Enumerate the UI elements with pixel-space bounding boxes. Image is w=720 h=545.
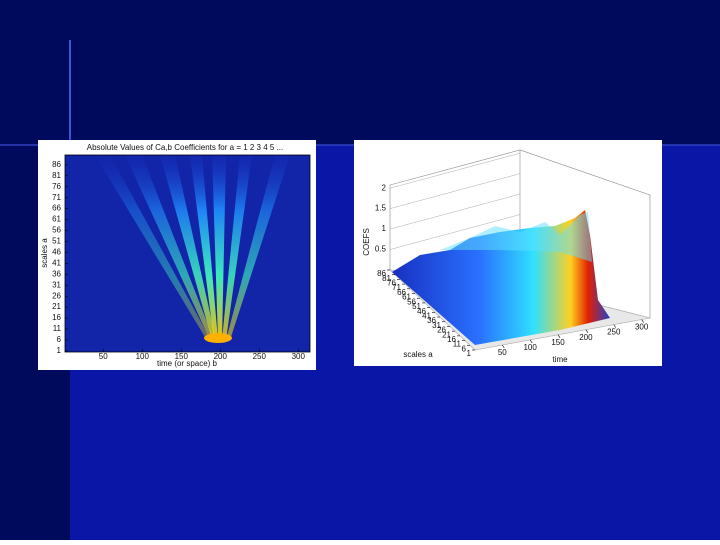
x-tick (585, 329, 589, 333)
y-tick-label: 56 (407, 297, 416, 306)
x-tick (613, 324, 617, 328)
y-tick-label: 61 (52, 215, 61, 224)
y-tick-label: 21 (442, 330, 451, 339)
x-tick-label: 200 (214, 352, 228, 361)
z-tick-label: 1.5 (375, 204, 387, 213)
y-tick-label: 41 (422, 311, 431, 320)
y-tick-label: 11 (53, 324, 62, 333)
y-tick-label: 16 (447, 335, 456, 344)
y-tick-label: 66 (52, 204, 61, 213)
y-tick-label: 56 (52, 226, 61, 235)
x-tick-label: 150 (551, 338, 565, 347)
y-tick-label: 76 (52, 182, 61, 191)
x-tick-label: 250 (607, 328, 621, 337)
y-tick-label: 71 (52, 193, 61, 202)
x-axis-label: time (552, 355, 568, 364)
surface-plot (392, 210, 610, 345)
y-tick-label: 31 (432, 321, 441, 330)
y-tick-label: 1 (467, 349, 472, 358)
x-tick-label: 200 (579, 333, 593, 342)
y-tick-label: 41 (52, 258, 61, 267)
y-tick-label: 71 (392, 283, 401, 292)
y-tick-label: 6 (57, 335, 62, 344)
y-tick-label: 36 (52, 269, 61, 278)
y-tick-label: 46 (417, 307, 426, 316)
y-tick-label: 81 (52, 171, 61, 180)
z-tick-label: 1 (382, 224, 387, 233)
x-tick (529, 339, 533, 344)
y-tick-label: 6 (462, 344, 467, 353)
y-tick-label: 21 (52, 302, 61, 311)
x-axis-label: time (or space) b (157, 359, 218, 368)
y-axis-label: scales a (403, 350, 433, 359)
y-tick-label: 16 (52, 313, 61, 322)
y-tick-label: 66 (397, 288, 406, 297)
grid-line (389, 173, 521, 209)
x-tick (557, 334, 561, 338)
x-tick-label: 250 (253, 352, 267, 361)
y-tick-label: 46 (52, 248, 61, 257)
plot-title: Absolute Values of Ca,b Coefficients for… (87, 143, 284, 152)
y-tick-label: 26 (52, 291, 61, 300)
z-axis-label: COEFS (362, 228, 371, 256)
grid-line (389, 193, 521, 230)
grid-line (389, 152, 521, 189)
x-tick-label: 300 (292, 352, 306, 361)
y-tick-label: 51 (52, 237, 61, 246)
x-tick-label: 150 (175, 352, 189, 361)
x-tick (502, 344, 505, 349)
x-tick-label: 50 (99, 352, 108, 361)
y-tick-label: 31 (52, 280, 61, 289)
scalogram (95, 155, 290, 343)
y-tick-label: 51 (412, 302, 421, 311)
plot-frame (64, 154, 311, 353)
grid-line (389, 214, 521, 250)
y-tick-label: 86 (377, 269, 386, 278)
y-tick-label: 11 (453, 340, 462, 349)
x-tick (641, 319, 644, 323)
z-tick-label: 2 (382, 183, 387, 192)
x-tick-label: 100 (136, 352, 150, 361)
y-tick-label: 26 (437, 326, 446, 335)
y-axis-label: scales a (40, 238, 49, 268)
x-tick-label: 50 (498, 348, 507, 357)
z-tick-label: 0.5 (375, 245, 387, 254)
x-tick-label: 100 (523, 343, 537, 352)
y-tick-label: 61 (402, 293, 411, 302)
y-tick-label: 81 (382, 274, 391, 283)
y-tick-label: 36 (427, 316, 436, 325)
x-tick-label: 300 (635, 323, 649, 332)
y-tick-label: 76 (387, 279, 396, 288)
y-tick-label: 1 (57, 346, 62, 355)
y-tick-label: 86 (52, 160, 61, 169)
